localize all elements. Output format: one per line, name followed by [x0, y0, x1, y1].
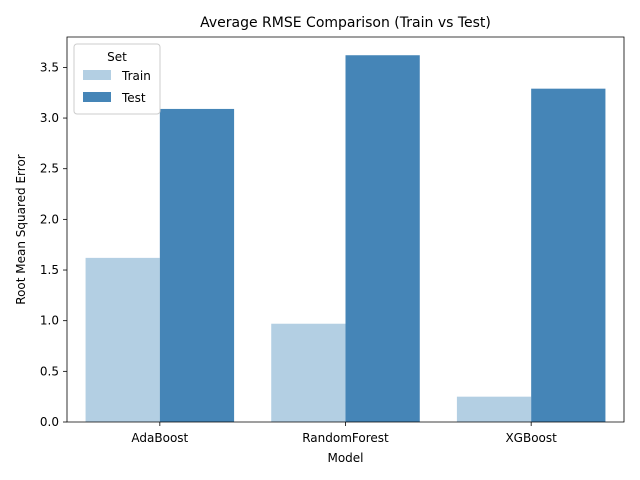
chart-title: Average RMSE Comparison (Train vs Test) — [200, 15, 491, 31]
y-tick-label: 1.0 — [40, 314, 59, 328]
x-axis-label: Model — [327, 451, 363, 465]
x-tick-label: RandomForest — [302, 431, 389, 445]
bar-test-randomforest — [345, 55, 420, 422]
y-tick-label: 1.5 — [40, 263, 59, 277]
y-tick-label: 2.5 — [40, 162, 59, 176]
bar-train-adaboost — [85, 257, 160, 422]
legend-title: Set — [107, 50, 127, 64]
legend-swatch-train — [83, 70, 111, 80]
x-tick-label: AdaBoost — [131, 431, 188, 445]
legend-label-train: Train — [121, 69, 151, 83]
axes-frame — [66, 36, 625, 423]
bar-test-xgboost — [531, 88, 606, 422]
y-tick-label: 0.5 — [40, 364, 59, 378]
y-tick-label: 0.0 — [40, 415, 59, 429]
bar-train-randomforest — [271, 323, 346, 422]
legend-swatch-test — [83, 92, 111, 102]
bar-test-adaboost — [159, 108, 235, 423]
bar-train-xgboost — [456, 396, 532, 422]
legend: Set Train Test — [73, 43, 161, 115]
y-tick-label: 3.5 — [40, 60, 59, 74]
x-tick-label: XGBoost — [505, 431, 557, 445]
y-tick-label: 3.0 — [40, 111, 59, 125]
plot-area: AdaBoost RandomForest XGBoost 0.0 0.5 1.0 1.5 2… — [40, 36, 625, 445]
y-axis-label: Root Mean Squared Error — [14, 154, 28, 305]
y-tick-label: 2.0 — [40, 212, 59, 226]
legend-label-test: Test — [121, 91, 146, 105]
